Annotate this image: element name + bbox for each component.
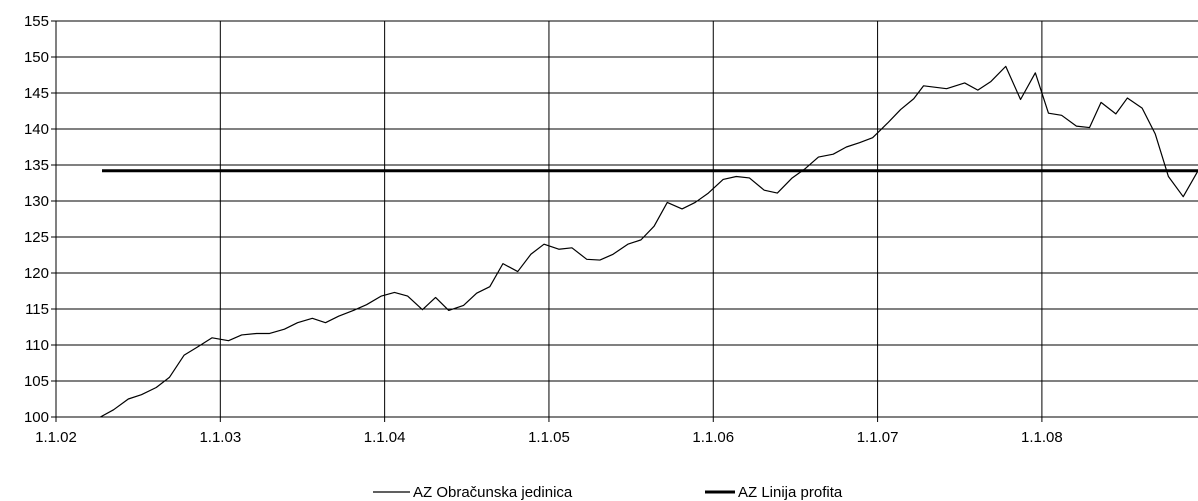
- y-tick-label: 150: [24, 49, 49, 66]
- series-lines: [100, 65, 1198, 418]
- legend: AZ Obračunska jedinica AZ Linija profita: [373, 484, 843, 501]
- y-tick-label: 105: [24, 373, 49, 390]
- x-tick-label: 1.1.06: [692, 429, 734, 446]
- x-tick-label: 1.1.07: [857, 429, 899, 446]
- x-tick-label: 1.1.02: [35, 429, 77, 446]
- legend-label-linija-profita: AZ Linija profita: [738, 484, 843, 501]
- x-tick-label: 1.1.08: [1021, 429, 1063, 446]
- x-axis-ticks: 1.1.02 1.1.03 1.1.04 1.1.05 1.1.06 1.1.07 1.1.…: [35, 417, 1063, 446]
- x-tick-label: 1.1.05: [528, 429, 570, 446]
- y-tick-label: 140: [24, 121, 49, 138]
- y-tick-label: 145: [24, 85, 49, 102]
- y-tick-label: 100: [24, 409, 49, 426]
- y-tick-label: 130: [24, 193, 49, 210]
- series-line-obracunska: [100, 65, 1198, 418]
- y-tick-label: 135: [24, 157, 49, 174]
- y-axis-ticks: 100 105 110 115 120 125 130 135 140 145 150 155: [24, 13, 56, 426]
- x-tick-label: 1.1.04: [364, 429, 406, 446]
- y-tick-label: 155: [24, 13, 49, 30]
- y-tick-label: 125: [24, 229, 49, 246]
- grid-lines: [56, 20, 1198, 417]
- y-tick-label: 110: [25, 337, 49, 354]
- axes: [55, 21, 1198, 418]
- legend-label-obracunska: AZ Obračunska jedinica: [413, 484, 573, 501]
- y-tick-label: 120: [24, 265, 49, 282]
- x-tick-label: 1.1.03: [199, 429, 241, 446]
- y-tick-label: 115: [25, 301, 49, 318]
